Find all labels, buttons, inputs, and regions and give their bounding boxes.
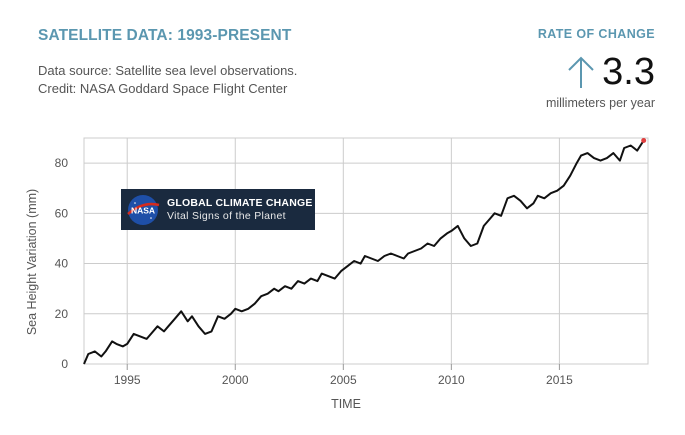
y-tick-label: 0: [61, 357, 68, 371]
gcc-logo: NASA GLOBAL CLIMATE CHANGE Vital Signs o…: [121, 189, 315, 230]
latest-point: [641, 138, 647, 144]
x-tick-label: 2010: [438, 373, 465, 387]
rate-value: 3.3: [602, 51, 655, 93]
y-tick-label: 20: [55, 307, 69, 321]
x-axis-title: TIME: [331, 397, 361, 411]
up-arrow-icon: [568, 56, 594, 88]
x-tick-label: 2005: [330, 373, 357, 387]
y-tick-label: 40: [55, 257, 69, 271]
y-tick-label: 60: [55, 206, 69, 220]
data-source: Data source: Satellite sea level observa…: [38, 62, 297, 98]
rate-unit: millimeters per year: [545, 96, 655, 110]
plot-frame: [83, 137, 649, 365]
source-line: Data source: Satellite sea level observa…: [38, 63, 298, 78]
x-tick-label: 2000: [222, 373, 249, 387]
credit-line: Credit: NASA Goddard Space Flight Center: [38, 81, 288, 96]
series-line: [83, 139, 645, 365]
nasa-meatball-icon: NASA: [127, 194, 160, 225]
nasa-badge-text: NASA: [131, 205, 155, 215]
x-tick-label: 2015: [546, 373, 573, 387]
chart-title: SATELLITE DATA: 1993-PRESENT: [38, 27, 292, 44]
y-axis-title: Sea Height Variation (mm): [25, 189, 39, 335]
rate-of-change-label: RATE OF CHANGE: [537, 27, 655, 41]
logo-subtitle: Vital Signs of the Planet: [167, 210, 286, 222]
rate-of-change-value-row: 3.3: [566, 50, 655, 94]
x-tick-label: 1995: [114, 373, 141, 387]
logo-title: GLOBAL CLIMATE CHANGE: [167, 197, 313, 209]
y-tick-label: 80: [55, 156, 69, 170]
